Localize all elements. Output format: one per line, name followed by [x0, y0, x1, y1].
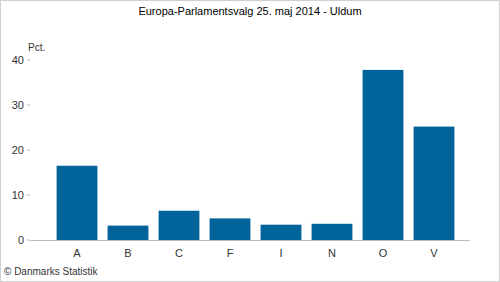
source: © Danmarks Statistik [4, 266, 99, 277]
x-tick-label: F [227, 247, 234, 259]
bar [159, 211, 200, 240]
frame [1, 1, 500, 282]
x-axis [30, 240, 470, 241]
bar [261, 225, 302, 240]
y-tick-label: 0 [18, 234, 24, 246]
y-tick-label: 20 [12, 144, 24, 156]
x-tick-label: C [175, 247, 183, 259]
x-tick-label: V [430, 247, 438, 259]
bar [363, 70, 404, 240]
title: Europa-Parlamentsvalg 25. maj 2014 - Uld… [138, 5, 361, 17]
bar [57, 166, 98, 240]
y-tick [27, 105, 30, 106]
y-tick [27, 240, 30, 241]
y-tick [27, 150, 30, 151]
bars [57, 70, 455, 240]
bar [312, 224, 353, 240]
x-tick-label: I [279, 247, 282, 259]
chart-root: Europa-Parlamentsvalg 25. maj 2014 - Uld… [0, 0, 500, 282]
y-tick [27, 60, 30, 61]
x-tick-label: A [73, 247, 81, 259]
x-tick-label: B [124, 247, 131, 259]
y-tick-label: 30 [12, 99, 24, 111]
chart: Europa-Parlamentsvalg 25. maj 2014 - Uld… [0, 0, 500, 282]
x-tick-label: N [328, 247, 336, 259]
y-tick-label: 40 [12, 54, 24, 66]
y-tick-label: 10 [12, 189, 24, 201]
bar [414, 127, 455, 240]
y-axis-label: Pct. [28, 42, 45, 53]
x-tick-label: O [379, 247, 388, 259]
y-tick [27, 195, 30, 196]
bar [210, 218, 251, 240]
bar [108, 226, 149, 240]
